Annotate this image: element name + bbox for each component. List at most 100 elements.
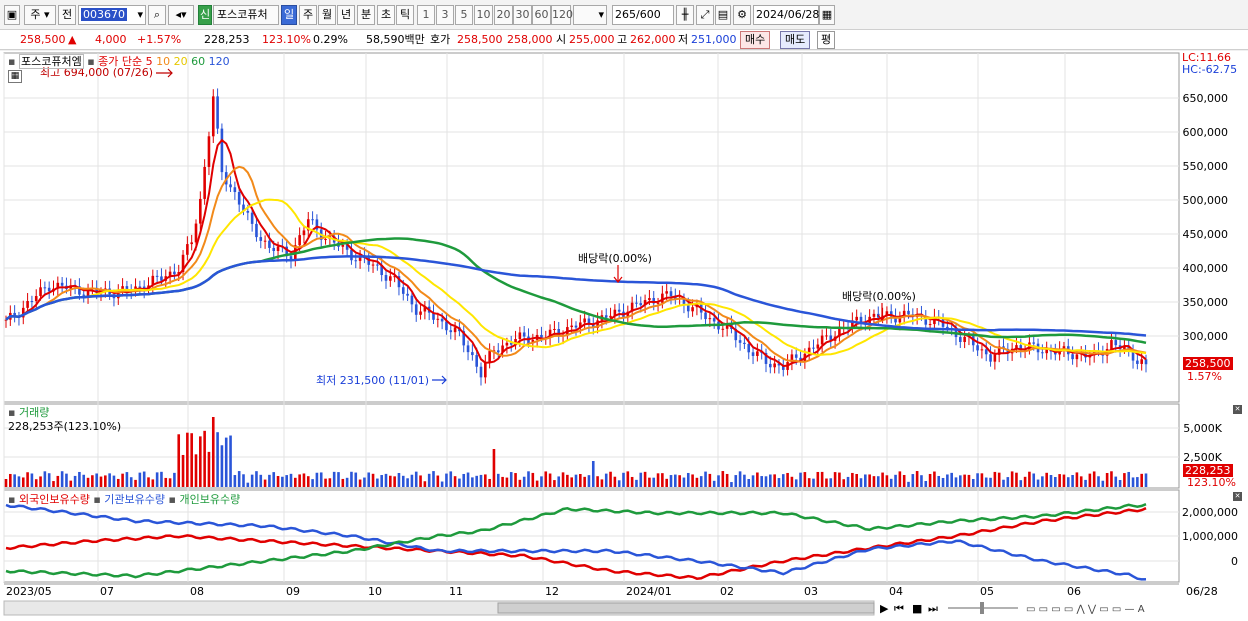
chart-area: 650,000 600,000 550,000 500,000 450,000 400,0… — [0, 51, 1248, 621]
candle-body — [203, 166, 206, 199]
interval-60[interactable]: 60 — [532, 5, 551, 25]
scroll-right-icon[interactable]: ▶ — [880, 602, 889, 615]
date-input[interactable]: 2024/06/28 — [753, 5, 819, 25]
volume-bar — [358, 479, 362, 487]
custom-interval-select[interactable]: ▾ — [573, 5, 607, 25]
volume-info: 228,253주(123.10%) — [8, 420, 122, 433]
interval-1[interactable]: 1 — [417, 5, 435, 25]
period-day[interactable]: 일 — [281, 5, 297, 25]
stock-code-input[interactable]: 003670 ▾ — [78, 5, 146, 25]
draw-tool-icon[interactable]: ⤢ — [696, 5, 714, 25]
close-icon[interactable]: ✕ — [1233, 405, 1242, 414]
interval-3[interactable]: 3 — [436, 5, 454, 25]
volume-bar — [851, 472, 854, 487]
candle-body — [484, 362, 487, 378]
volume-bar — [600, 479, 604, 487]
foreign-holdings-label[interactable]: 외국인보유수량 — [18, 493, 90, 506]
ma-60-label[interactable]: 60 — [191, 55, 206, 68]
search-icon[interactable]: ⌕ — [148, 5, 166, 25]
period-month[interactable]: 월 — [318, 5, 336, 25]
interval-10[interactable]: 10 — [474, 5, 493, 25]
ma-120-label[interactable]: 120 — [208, 55, 230, 68]
gear-icon[interactable]: ⚙ — [733, 5, 751, 25]
candle-body — [747, 344, 751, 353]
volume-bar — [738, 471, 742, 487]
interval-120[interactable]: 120 — [551, 5, 573, 25]
volume-bar — [665, 478, 668, 487]
volume-bar — [1084, 479, 1087, 487]
volume-bar — [933, 471, 936, 487]
period-second[interactable]: 초 — [377, 5, 395, 25]
period-minute[interactable]: 분 — [357, 5, 375, 25]
period-week[interactable]: 주 — [299, 5, 317, 25]
volume-bar — [129, 477, 133, 487]
window-icon[interactable]: ▣ — [4, 5, 20, 25]
calculator-icon[interactable]: ▦ — [8, 70, 22, 83]
chart-canvas[interactable]: 650,000 600,000 550,000 500,000 450,000 400,0… — [0, 51, 1248, 621]
scroll-first-icon[interactable]: ⏮ — [894, 602, 904, 615]
average-button[interactable]: 평 — [817, 31, 836, 49]
period-tick[interactable]: 틱 — [396, 5, 414, 25]
candle-body — [496, 350, 500, 353]
candle-body — [371, 264, 375, 266]
volume-bar — [190, 433, 193, 487]
save-icon[interactable]: ▤ — [715, 5, 731, 25]
candle-body — [889, 311, 893, 317]
chevron-down-icon[interactable]: ▾ — [137, 8, 143, 21]
ask-price-2: 258,000 — [507, 33, 553, 46]
volume-bar — [717, 475, 720, 487]
x-tick-label: 02 — [720, 585, 734, 598]
candle-body — [1045, 348, 1048, 354]
layout-icons[interactable]: ▭ ▭ ▭ ▭ ⋀ ⋁ ▭ ▭ — A — [1026, 604, 1145, 615]
buy-button[interactable]: 매수 — [740, 31, 771, 49]
candle-body — [298, 235, 301, 246]
close-icon[interactable]: ✕ — [1233, 492, 1242, 501]
sell-button[interactable]: 매도 — [780, 31, 811, 49]
count-input[interactable]: 265/600 — [612, 5, 674, 25]
stop-icon[interactable]: ■ — [912, 602, 922, 615]
candle-body — [255, 223, 258, 238]
volume-bar — [591, 461, 595, 487]
period-year[interactable]: 년 — [337, 5, 355, 25]
volume-bar — [656, 473, 660, 487]
candle-body — [1110, 340, 1113, 350]
ma-label[interactable]: 종가 단순 — [98, 55, 143, 68]
candle-body — [289, 256, 293, 261]
speaker-icon[interactable]: ◂▾ — [168, 5, 194, 25]
type-button[interactable]: 전 — [58, 5, 76, 25]
interval-30[interactable]: 30 — [513, 5, 532, 25]
volume-bar — [108, 473, 111, 487]
volume-bar — [380, 475, 383, 487]
ma-5-label[interactable]: 5 — [145, 55, 153, 68]
candle-type-icon[interactable]: ╫ — [676, 5, 694, 25]
calendar-icon[interactable]: ▦ — [819, 5, 835, 25]
volume-bar — [859, 478, 863, 487]
interval-20[interactable]: 20 — [494, 5, 513, 25]
volume-bar — [639, 472, 643, 487]
dividend-arrow-icon — [613, 265, 623, 283]
volume-bar — [1006, 477, 1010, 487]
x-axis-labels: 2023/05 07 08 09 10 11 12 2024/01 02 03 04 05 06 06/2… — [4, 583, 1218, 598]
candle-body — [151, 275, 155, 286]
volume-bar — [99, 476, 103, 487]
volume-bar — [1114, 476, 1118, 487]
market-select[interactable]: 주 ▾ — [24, 5, 56, 25]
candle-body — [1114, 340, 1118, 346]
scrollbar-thumb[interactable] — [497, 602, 875, 614]
volume-bar — [220, 445, 224, 487]
ma-10-label[interactable]: 10 — [156, 55, 171, 68]
individual-holdings-label[interactable]: 개인보유수량 — [179, 493, 241, 506]
institution-holdings-label[interactable]: 기관보유수량 — [104, 493, 166, 506]
candle-body — [1041, 352, 1044, 354]
interval-5[interactable]: 5 — [455, 5, 473, 25]
candle-body — [21, 307, 25, 318]
ma-20-label[interactable]: 20 — [173, 55, 188, 68]
volume-panel-title[interactable]: 거래량 — [18, 406, 50, 419]
candle-body — [626, 311, 630, 318]
price-panel-title[interactable]: 포스코퓨처엠 — [18, 54, 84, 69]
volume-bar — [319, 472, 323, 487]
candle-body — [78, 286, 81, 295]
scroll-last-icon[interactable]: ⏭ — [928, 602, 938, 615]
candle-body — [39, 287, 42, 297]
zoom-slider-handle[interactable] — [980, 602, 984, 614]
